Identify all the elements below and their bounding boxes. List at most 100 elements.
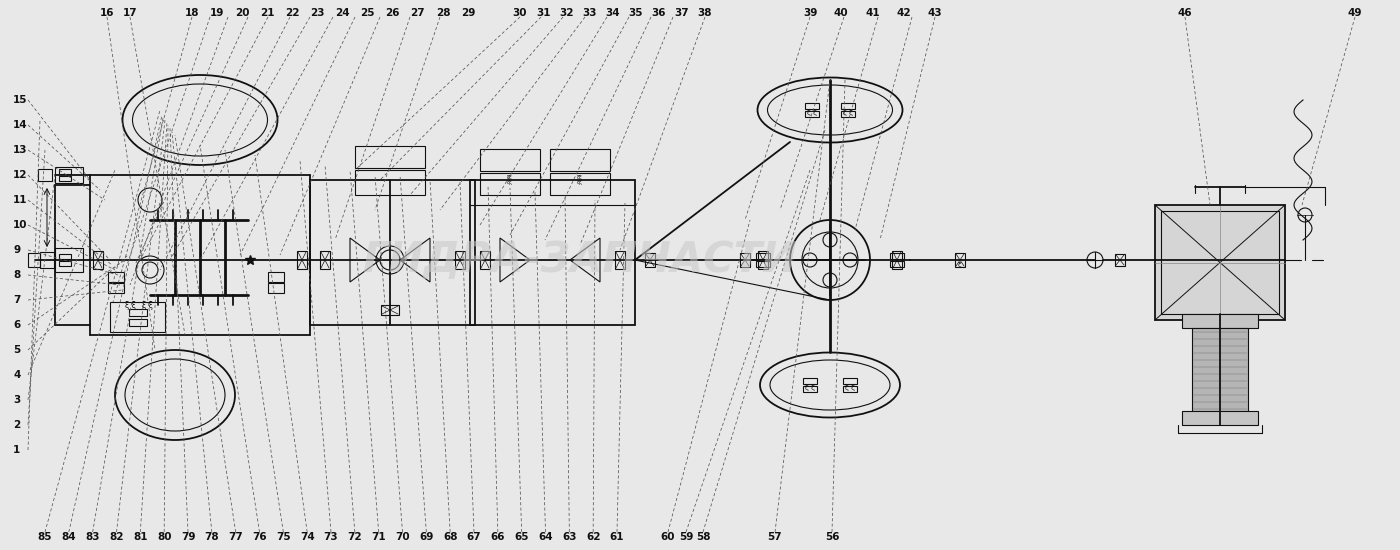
Text: 82: 82 bbox=[109, 532, 123, 542]
Text: 67: 67 bbox=[466, 532, 482, 542]
Text: 71: 71 bbox=[371, 532, 386, 542]
Bar bbox=[1114, 254, 1126, 266]
Text: 65: 65 bbox=[514, 532, 529, 542]
Bar bbox=[480, 173, 540, 195]
Bar bbox=[892, 251, 902, 269]
Text: ξ ξ: ξ ξ bbox=[805, 385, 815, 391]
Text: 80: 80 bbox=[157, 532, 171, 542]
Text: 26: 26 bbox=[385, 8, 400, 18]
Bar bbox=[111, 302, 165, 332]
Bar bbox=[1191, 328, 1247, 413]
Text: 18: 18 bbox=[185, 8, 199, 18]
Bar bbox=[645, 253, 655, 267]
Bar bbox=[756, 261, 770, 267]
Text: 31: 31 bbox=[536, 8, 550, 18]
Text: 25: 25 bbox=[360, 8, 375, 18]
Bar bbox=[1182, 411, 1259, 425]
Text: 9: 9 bbox=[13, 245, 20, 255]
Text: 32: 32 bbox=[559, 8, 574, 18]
Bar bbox=[59, 176, 71, 181]
Text: 28: 28 bbox=[435, 8, 451, 18]
Bar bbox=[55, 167, 83, 183]
Text: 3: 3 bbox=[13, 395, 20, 405]
Text: 29: 29 bbox=[461, 8, 475, 18]
Text: 68: 68 bbox=[442, 532, 458, 542]
Text: 15: 15 bbox=[13, 95, 28, 105]
Text: 10: 10 bbox=[13, 220, 28, 230]
Text: 84: 84 bbox=[62, 532, 76, 542]
Text: 66: 66 bbox=[490, 532, 505, 542]
Text: 77: 77 bbox=[228, 532, 244, 542]
Bar bbox=[59, 254, 71, 259]
Text: 17: 17 bbox=[123, 8, 137, 18]
Text: 23: 23 bbox=[311, 8, 325, 18]
Text: 43: 43 bbox=[928, 8, 942, 18]
Bar bbox=[841, 103, 855, 109]
Bar bbox=[55, 248, 83, 272]
Text: 81: 81 bbox=[133, 532, 147, 542]
Bar bbox=[480, 149, 540, 171]
Text: 56: 56 bbox=[825, 532, 839, 542]
Bar bbox=[890, 253, 904, 259]
Bar bbox=[480, 251, 490, 269]
Text: 79: 79 bbox=[181, 532, 195, 542]
Text: 42: 42 bbox=[896, 8, 911, 18]
Text: 83: 83 bbox=[85, 532, 99, 542]
Bar bbox=[381, 305, 399, 315]
Text: 7: 7 bbox=[13, 295, 21, 305]
Text: 37: 37 bbox=[675, 8, 689, 18]
Bar bbox=[805, 111, 819, 117]
Text: 8: 8 bbox=[13, 270, 20, 280]
Bar bbox=[28, 253, 41, 267]
Text: 21: 21 bbox=[260, 8, 274, 18]
Text: 6: 6 bbox=[13, 320, 20, 330]
Text: 76: 76 bbox=[252, 532, 267, 542]
Text: 35: 35 bbox=[629, 8, 643, 18]
Text: 33: 33 bbox=[582, 8, 596, 18]
Bar bbox=[267, 283, 284, 293]
Text: 75: 75 bbox=[276, 532, 291, 542]
Text: 85: 85 bbox=[38, 532, 52, 542]
Text: 4: 4 bbox=[13, 370, 21, 380]
Bar bbox=[129, 318, 147, 326]
Bar bbox=[805, 103, 819, 109]
Text: ξ: ξ bbox=[958, 262, 962, 268]
Bar bbox=[756, 253, 770, 259]
Text: 61: 61 bbox=[610, 532, 624, 542]
Text: 34: 34 bbox=[605, 8, 620, 18]
Bar bbox=[615, 251, 624, 269]
Text: 16: 16 bbox=[99, 8, 115, 18]
Bar bbox=[92, 251, 104, 269]
Bar bbox=[1161, 211, 1280, 314]
Text: 19: 19 bbox=[210, 8, 224, 18]
Text: ξξ
ξξ: ξξ ξξ bbox=[577, 174, 582, 185]
Bar bbox=[108, 283, 125, 293]
Text: 39: 39 bbox=[802, 8, 818, 18]
Text: 2: 2 bbox=[13, 420, 20, 430]
Bar bbox=[843, 378, 857, 384]
Text: 24: 24 bbox=[335, 8, 350, 18]
Text: ГИДРА-ЗАПЧАСТИ: ГИДРА-ЗАПЧАСТИ bbox=[363, 239, 798, 281]
Text: 70: 70 bbox=[395, 532, 410, 542]
Bar bbox=[470, 180, 636, 325]
Bar bbox=[356, 146, 426, 168]
Text: 63: 63 bbox=[561, 532, 577, 542]
Bar bbox=[843, 386, 857, 392]
Text: 40: 40 bbox=[834, 8, 848, 18]
Bar bbox=[841, 111, 855, 117]
Text: 46: 46 bbox=[1177, 8, 1193, 18]
Bar bbox=[804, 378, 818, 384]
Bar bbox=[59, 169, 71, 174]
Bar bbox=[890, 261, 904, 267]
Text: 20: 20 bbox=[235, 8, 249, 18]
Text: 64: 64 bbox=[538, 532, 553, 542]
Text: 38: 38 bbox=[697, 8, 713, 18]
Bar bbox=[129, 309, 147, 316]
Text: 13: 13 bbox=[13, 145, 28, 155]
Text: ξ ξ: ξ ξ bbox=[846, 385, 855, 391]
Text: 59: 59 bbox=[679, 532, 693, 542]
Text: 5: 5 bbox=[13, 345, 20, 355]
Bar bbox=[38, 169, 52, 181]
Bar bbox=[297, 251, 307, 269]
Text: 62: 62 bbox=[587, 532, 601, 542]
